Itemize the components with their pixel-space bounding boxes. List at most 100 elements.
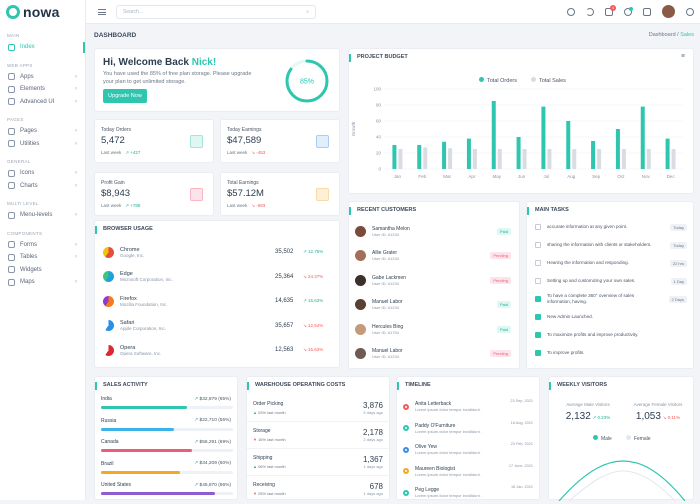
sales-progress-fill	[101, 470, 181, 474]
brand-name: nowa	[23, 4, 60, 20]
y-tick-label: 0	[378, 167, 381, 172]
sales-row: Brazil ↗ $34,209 (60%)	[95, 461, 237, 483]
sidebar-item-apps[interactable]: Apps ›	[0, 71, 85, 84]
warehouse-sub: ▲ 03% last month	[253, 410, 286, 415]
bell-icon[interactable]	[624, 6, 633, 16]
sidebar-item-maps[interactable]: Maps ›	[0, 276, 85, 289]
bar-orders	[491, 101, 496, 169]
task-checkbox[interactable]	[535, 332, 541, 338]
task-checkbox[interactable]	[535, 224, 541, 230]
stat-icon	[316, 188, 329, 201]
warehouse-row: Shipping ▲ 06% last month 1,367 1 days ago	[247, 449, 389, 476]
sidebar-item-utilities[interactable]: Utilities ›	[0, 138, 85, 151]
task-checkbox[interactable]	[535, 242, 541, 248]
customer-info: Gabe Lackmen User ID: #1234	[372, 275, 406, 286]
task-checkbox[interactable]	[535, 260, 541, 266]
chevron-right-icon: ›	[75, 140, 77, 147]
timeline-date: 16 Aug, 2021	[510, 420, 533, 425]
search-icon[interactable]: ⌕	[306, 8, 309, 15]
sidebar-item-pages[interactable]: Pages ›	[0, 125, 85, 138]
warehouse-row: Storage ▼ 16% last month 2,178 2 days ago	[247, 422, 389, 449]
customer-row[interactable]: Manuel Labor User ID: #1234 Paid	[349, 293, 519, 318]
gear-icon[interactable]	[686, 7, 694, 16]
chevron-right-icon: ›	[75, 128, 77, 135]
sidebar-item-icons[interactable]: Icons ›	[0, 167, 85, 180]
browser-change: ↘ 24.37%	[303, 274, 323, 280]
brand-logo[interactable]: nowa	[0, 0, 85, 24]
fullscreen-icon[interactable]	[643, 7, 651, 16]
chevron-right-icon: ›	[75, 254, 77, 261]
customer-row[interactable]: Samantha Melon User ID: #1234 Paid	[349, 219, 519, 244]
stat-label: Today Orders	[101, 127, 132, 133]
browser-row[interactable]: Edge Microsoft Corporation, Inc. 25,364 ↘ 2…	[95, 265, 339, 290]
upgrade-now-button[interactable]: Upgrade Now	[103, 89, 147, 103]
browser-change: ↘ 12,54%	[303, 323, 323, 329]
warehouse-ago: 1 days ago	[363, 491, 383, 496]
avatar[interactable]	[662, 5, 675, 18]
task-checkbox[interactable]	[535, 350, 541, 356]
y-axis-label: Growth	[351, 121, 356, 136]
customer-name: Samantha Melon	[372, 225, 410, 232]
browser-logo-icon	[103, 271, 114, 283]
customer-row[interactable]: Allie Grater User ID: #1234 Pending	[349, 244, 519, 269]
timeline-name: Olive Yew	[415, 444, 437, 451]
warehouse-name: Order Picking	[253, 401, 284, 407]
warehouse-ago: 1 days ago	[363, 464, 383, 469]
timeline-date: 23 Feb, 2021	[510, 442, 533, 446]
apps-icon	[8, 73, 15, 81]
sidebar-item-charts[interactable]: Charts ›	[0, 180, 85, 193]
browser-change: ↗ 15,63%	[303, 298, 323, 304]
nav-section-multilevel: MULTI LEVEL	[7, 201, 39, 206]
customer-row[interactable]: Hercules Bing User ID: #1754 Paid	[349, 317, 519, 342]
timeline-name: Peg Legge	[415, 487, 440, 494]
hamburger-menu-icon[interactable]	[98, 8, 106, 15]
breadcrumb-dashboard[interactable]: Dashboard	[648, 32, 676, 38]
timeline-text: Lorem ipsum dolor tempor incididunt .	[415, 450, 482, 456]
browser-row[interactable]: Firefox Mozilla Foundation, Inc. 14,635 ↗ 1…	[95, 289, 339, 314]
task-checkbox[interactable]	[535, 278, 541, 284]
sidebar-item-menu-levels[interactable]: Menu-levels ›	[0, 209, 85, 222]
customer-id: User ID: #1234	[372, 256, 399, 262]
warehouse-sub: ▲ 06% last month	[253, 464, 286, 469]
trend-icon: ▼	[253, 491, 259, 496]
recent-customers-card: RECENT CUSTOMERS Samantha Melon User ID: …	[348, 201, 520, 369]
stat-icon	[316, 135, 329, 148]
sidebar-item-advanced-ui[interactable]: Advanced UI ›	[0, 96, 85, 109]
dark-mode-icon[interactable]	[586, 7, 594, 16]
task-text: New Admin Launched.	[547, 314, 593, 319]
sidebar-item-widgets[interactable]: Widgets	[0, 264, 85, 277]
customer-row[interactable]: Manuel Labor User ID: #1234 Pending	[349, 342, 519, 367]
browser-row[interactable]: Opera Opera Software, Inc. 12,563 ↘ 15.63%	[95, 338, 339, 363]
warehouse-name: Storage	[253, 428, 271, 434]
main-tasks-title: MAIN TASKS	[527, 207, 693, 215]
task-checkbox[interactable]	[535, 296, 541, 302]
chevron-right-icon: ›	[75, 212, 77, 219]
language-icon[interactable]	[567, 7, 575, 16]
task-row: To improve profits.	[527, 344, 693, 362]
browser-row[interactable]: Chrome Google, Inc. 35,502 ↗ 12.75%	[95, 240, 339, 265]
x-tick-label: Dec	[667, 174, 676, 179]
customer-info: Samantha Melon User ID: #1234	[372, 226, 410, 237]
browser-row[interactable]: Safari Apple Corporation, Inc. 35,657 ↘ 12,…	[95, 314, 339, 339]
elements-icon	[8, 85, 15, 93]
customer-row[interactable]: Gabe Lackmen User ID: #1234 Pending	[349, 268, 519, 293]
task-checkbox[interactable]	[535, 314, 541, 320]
mail-icon[interactable]: 4	[605, 4, 616, 16]
trend-icon: ▲	[253, 464, 259, 469]
customer-id: User ID: #1234	[372, 280, 399, 286]
sidebar-item-elements[interactable]: Elements ›	[0, 83, 85, 96]
warehouse-right: 678 1 days ago	[363, 482, 383, 496]
task-text: accurate information at any given point.	[547, 224, 628, 229]
sidebar-item-index[interactable]: Index	[0, 41, 85, 54]
timeline-info: Olive Yew Lorem ipsum dolor tempor incidi…	[415, 444, 482, 455]
project-budget-title: PROJECT BUDGET	[349, 54, 693, 62]
timeline-info: Peg Legge Lorem ipsum dolor tempor incidi…	[415, 487, 482, 498]
bar-sales	[671, 149, 676, 169]
search-input[interactable]: Search... ⌕	[116, 4, 316, 19]
sidebar-item-tables[interactable]: Tables ›	[0, 251, 85, 264]
sidebar-item-forms[interactable]: Forms ›	[0, 239, 85, 252]
menu-icon[interactable]: ≡	[680, 53, 685, 60]
warehouse-sub: ▼ 16% last month	[253, 437, 286, 442]
timeline-row: Anita Letterback Lorem ipsum dolor tempor…	[397, 396, 539, 418]
recent-customers-title: RECENT CUSTOMERS	[349, 207, 519, 215]
